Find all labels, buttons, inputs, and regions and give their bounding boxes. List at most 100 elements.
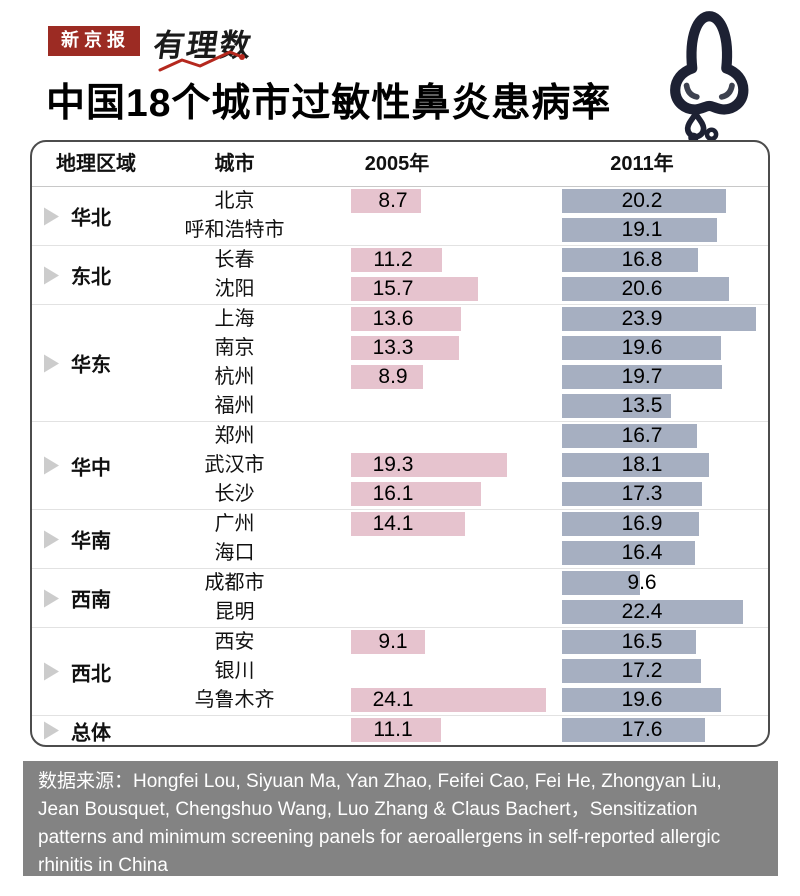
table-row: 长沙 16.1 17.3 (32, 480, 768, 509)
bar-2011 (562, 277, 729, 301)
city-name: 乌鲁木齐 (194, 689, 275, 711)
region-group: 华北 北京 8.7 20.2 呼和浩特市 19.1 (32, 187, 768, 246)
masthead: 新京报 有理数 (48, 26, 255, 72)
table-row: 西安 9.1 16.5 (32, 628, 768, 657)
bar-value-2011: 16.5 (621, 630, 663, 653)
table-row: 沈阳 15.7 20.6 (32, 275, 768, 304)
bar-value-2011: 17.3 (621, 482, 663, 505)
bar-2011 (562, 541, 695, 565)
table-row: 广州 14.1 16.9 (32, 510, 768, 539)
bar-2011 (562, 424, 698, 448)
region-group: 华南 广州 14.1 16.9 海口 16.4 (32, 510, 768, 569)
bar-2011 (562, 248, 699, 272)
region-label: 东北 (71, 266, 111, 289)
trendline-icon (158, 50, 245, 72)
bar-2011 (562, 394, 672, 418)
column-logo: 有理数 (151, 20, 255, 72)
triangle-bullet-icon (44, 207, 59, 225)
page-title: 中国18个城市过敏性鼻炎患病率 (46, 82, 612, 125)
data-table: 地理区域 城市 2005年 2011年 华北 北京 8.7 20.2 呼和浩特市 19.1… (30, 140, 770, 747)
bar-2011 (562, 307, 756, 331)
region-label: 总体 (71, 722, 111, 744)
table-row: 昆明 22.4 (32, 598, 768, 627)
region-marker: 华南 (32, 525, 111, 554)
region-marker: 西北 (32, 657, 111, 686)
bar-value-2011: 9.6 (627, 571, 657, 594)
bar-value-2005: 8.7 (378, 189, 408, 212)
bar-2005 (351, 718, 441, 742)
city-name: 长沙 (214, 483, 255, 505)
table-row: 北京 8.7 20.2 (32, 187, 768, 216)
region-label: 华北 (71, 207, 111, 230)
city-name: 长春 (214, 249, 255, 271)
publisher-badge: 新京报 (48, 26, 140, 56)
bar-2005 (351, 453, 508, 477)
region-marker: 华东 (32, 349, 111, 378)
region-marker: 华中 (32, 451, 111, 480)
bar-2005 (351, 307, 462, 331)
bar-2005 (351, 248, 442, 272)
bar-value-2005: 11.2 (373, 248, 413, 271)
bar-2005 (351, 336, 459, 360)
bar-value-2011: 16.9 (621, 512, 663, 535)
bar-value-2011: 20.2 (621, 189, 663, 212)
city-name: 呼和浩特市 (184, 219, 285, 241)
city-name: 武汉市 (204, 454, 265, 476)
table-row: 成都市 9.6 (32, 569, 768, 598)
bar-value-2005: 24.1 (372, 688, 414, 711)
bar-2005 (351, 688, 547, 712)
bar-value-2011: 19.6 (621, 688, 663, 711)
table-row: 杭州 8.9 19.7 (32, 363, 768, 392)
city-name: 成都市 (204, 572, 265, 594)
table-row: 上海 13.6 23.9 (32, 305, 768, 334)
region-label: 西南 (71, 589, 111, 612)
col-header-city: 城市 (214, 153, 255, 175)
bar-2005 (351, 482, 482, 506)
table-row: 11.1 17.6 (32, 716, 768, 745)
bar-value-2005: 13.3 (372, 336, 414, 359)
table-row: 郑州 16.7 (32, 422, 768, 451)
triangle-bullet-icon (44, 662, 59, 681)
triangle-bullet-icon (44, 530, 59, 548)
bar-value-2005: 11.1 (373, 718, 413, 741)
bar-value-2011: 16.7 (621, 424, 663, 447)
city-name: 海口 (214, 542, 255, 564)
bar-2005 (351, 630, 425, 654)
region-group: 西南 成都市 9.6 昆明 22.4 (32, 569, 768, 628)
city-name: 西安 (214, 631, 255, 653)
region-marker: 华北 (32, 202, 111, 231)
bar-2011 (562, 630, 696, 654)
city-name: 广州 (214, 513, 255, 535)
bar-value-2011: 17.2 (621, 659, 663, 682)
region-group: 华东 上海 13.6 23.9 南京 13.3 19.6 杭州 8.9 19.7 福州 13.5 (32, 305, 768, 422)
col-header-2005: 2005年 (364, 153, 430, 175)
bar-2011 (562, 189, 726, 213)
bar-value-2011: 13.5 (621, 394, 663, 417)
bar-2011 (562, 365, 722, 389)
city-name: 杭州 (214, 366, 255, 388)
bar-value-2011: 18.1 (621, 453, 663, 476)
region-label: 西北 (71, 663, 111, 685)
col-header-region: 地理区域 (56, 153, 136, 175)
bar-2011 (562, 512, 699, 536)
city-name: 银川 (214, 660, 255, 682)
bar-2011 (562, 336, 721, 360)
city-name: 北京 (214, 190, 255, 212)
bar-2011 (562, 482, 703, 506)
bar-value-2005: 9.1 (378, 630, 408, 653)
region-marker: 西南 (32, 584, 111, 613)
bar-value-2011: 19.7 (621, 365, 663, 388)
table-row: 银川 17.2 (32, 657, 768, 686)
table-header-row: 地理区域 城市 2005年 2011年 (32, 142, 768, 187)
bar-2011 (562, 718, 705, 742)
bar-2011 (562, 659, 702, 683)
col-header-2011: 2011年 (610, 153, 674, 175)
bar-value-2005: 16.1 (372, 482, 414, 505)
table-row: 福州 13.5 (32, 392, 768, 421)
bar-value-2011: 17.6 (621, 718, 663, 741)
region-group: 东北 长春 11.2 16.8 沈阳 15.7 20.6 (32, 246, 768, 305)
city-name: 南京 (214, 337, 255, 359)
bar-2005 (351, 189, 422, 213)
bar-2005 (351, 512, 466, 536)
